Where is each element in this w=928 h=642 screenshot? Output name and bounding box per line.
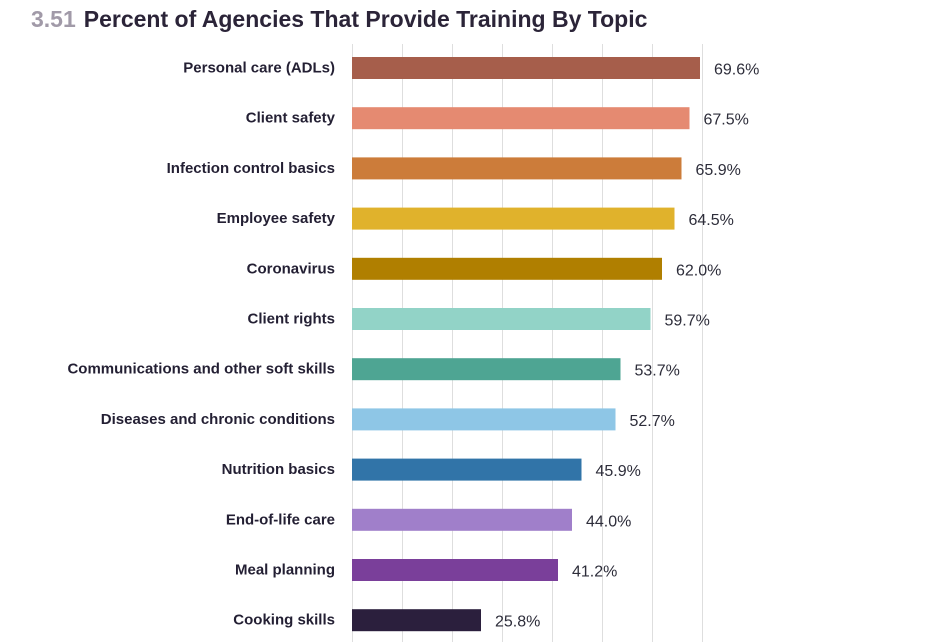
category-label: End-of-life care bbox=[226, 511, 335, 528]
bar bbox=[352, 609, 481, 632]
value-label: 25.8% bbox=[495, 614, 540, 631]
figure-number: 3.51 bbox=[31, 6, 76, 32]
value-label: 64.5% bbox=[689, 212, 734, 229]
category-label: Diseases and chronic conditions bbox=[101, 411, 335, 428]
value-labels: 69.6% 67.5% 65.9% 64.5% 62.0% 59.7% 53.7% 52.7%… bbox=[495, 62, 759, 631]
value-label: 62.0% bbox=[676, 262, 721, 279]
category-label: Nutrition basics bbox=[222, 461, 335, 478]
value-label: 65.9% bbox=[696, 162, 741, 179]
value-label: 45.9% bbox=[596, 463, 641, 480]
value-label: 41.2% bbox=[572, 564, 617, 581]
gridlines bbox=[352, 44, 703, 642]
chart-title-block: 3.51 Percent of Agencies That Provide Tra… bbox=[31, 6, 647, 33]
value-label: 59.7% bbox=[665, 313, 710, 330]
value-label: 53.7% bbox=[635, 363, 680, 380]
value-label: 44.0% bbox=[586, 513, 631, 530]
bar bbox=[352, 458, 582, 481]
category-label: Communications and other soft skills bbox=[67, 361, 335, 378]
bar bbox=[352, 358, 621, 381]
bar bbox=[352, 207, 675, 230]
category-label: Client safety bbox=[246, 110, 336, 127]
category-label: Personal care (ADLs) bbox=[183, 60, 335, 77]
category-label: Client rights bbox=[247, 311, 335, 328]
bars bbox=[352, 57, 700, 632]
category-label: Meal planning bbox=[235, 562, 335, 579]
category-label: Employee safety bbox=[217, 210, 336, 227]
value-label: 67.5% bbox=[704, 112, 749, 129]
category-label: Infection control basics bbox=[167, 160, 335, 177]
chart-title: Percent of Agencies That Provide Trainin… bbox=[83, 6, 648, 32]
category-label: Coronavirus bbox=[247, 260, 335, 277]
category-labels: Personal care (ADLs) Client safety Infecti… bbox=[67, 60, 335, 629]
bar bbox=[352, 559, 558, 581]
bar bbox=[352, 57, 700, 79]
bar bbox=[352, 107, 690, 130]
bar bbox=[352, 508, 572, 531]
category-label: Cooking skills bbox=[233, 612, 335, 629]
value-label: 69.6% bbox=[714, 62, 759, 79]
bar bbox=[352, 408, 616, 431]
value-label: 52.7% bbox=[630, 413, 675, 430]
bar bbox=[352, 157, 682, 180]
bar bbox=[352, 308, 651, 330]
bar bbox=[352, 257, 662, 280]
